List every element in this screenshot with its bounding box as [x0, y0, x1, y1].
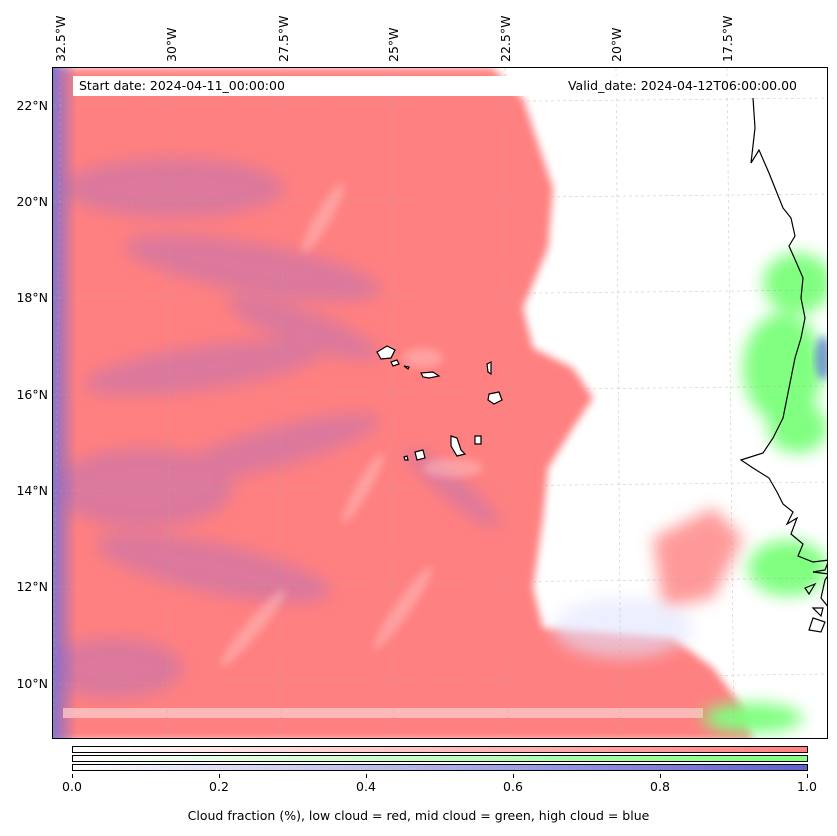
island-sao-nicolau [420, 371, 441, 379]
colorbar-tick-label: 0.8 [650, 779, 670, 794]
colorbar-tick-label: 0.0 [62, 779, 82, 794]
island-maio [474, 435, 482, 445]
colorbar-low-cloud [72, 746, 808, 753]
colorbar-tick-4 [660, 774, 661, 778]
lon-label-32-5w: 32.5°W [53, 15, 68, 62]
lon-label-25w: 25°W [386, 27, 401, 62]
low-cloud-patch-east [653, 508, 743, 608]
bottom-band [63, 708, 703, 718]
start-date-label: Start date: 2024-04-11_00:00:00 [73, 76, 555, 96]
island-sal [486, 361, 492, 376]
clear-streaks [220, 183, 483, 667]
lat-label-12n: 12°N [16, 579, 48, 594]
island-brava [403, 455, 409, 461]
island-santo-antao [376, 345, 396, 360]
lon-label-17-5w: 17.5°W [720, 15, 735, 62]
colorbar-high-cloud [72, 764, 808, 771]
island-santa-luzia [403, 365, 410, 370]
pale-high-cloud [553, 598, 693, 658]
island-fogo [414, 449, 426, 461]
colorbar-caption: Cloud fraction (%), low cloud = red, mid… [187, 808, 650, 823]
lon-label-30w: 30°W [164, 27, 179, 62]
map-canvas [53, 68, 827, 738]
colorbar-mid-cloud [72, 755, 808, 762]
cloud-fraction-map: Start date: 2024-04-11_00:00:00 Valid_da… [52, 67, 828, 739]
lat-label-14n: 14°N [16, 483, 48, 498]
mid-cloud-field [703, 253, 827, 733]
lat-label-20n: 20°N [16, 194, 48, 209]
colorbar-tick-label: 0.6 [503, 779, 523, 794]
colorbar-tick-3 [513, 774, 514, 778]
colorbar-tick-label: 0.2 [209, 779, 229, 794]
lat-label-18n: 18°N [16, 290, 48, 305]
high-cloud-africa [815, 336, 827, 380]
cape-verde-islands [376, 345, 503, 461]
island-santiago [450, 435, 467, 457]
colorbar-tick-label: 0.4 [356, 779, 376, 794]
colorbar-tick-label: 1.0 [797, 779, 817, 794]
valid-date-label: Valid_date: 2024-04-12T06:00:00.00 [561, 76, 803, 96]
africa-coastline [739, 97, 827, 633]
high-cloud-streaks [53, 158, 500, 698]
colorbar-tick-2 [366, 774, 367, 778]
lat-label-10n: 10°N [16, 676, 48, 691]
colorbar-tick-1 [219, 774, 220, 778]
lat-label-16n: 16°N [16, 387, 48, 402]
lon-label-20w: 20°W [609, 27, 624, 62]
island-boa-vista [487, 391, 503, 405]
island-sao-vicente [390, 359, 400, 367]
lat-label-22n: 22°N [16, 98, 48, 113]
high-cloud-edge [53, 68, 77, 738]
colorbar-tick-5 [807, 774, 808, 778]
colorbar-tick-0 [72, 774, 73, 778]
gridlines [53, 68, 827, 738]
lon-label-22-5w: 22.5°W [498, 15, 513, 62]
lon-label-27-5w: 27.5°W [276, 15, 291, 62]
